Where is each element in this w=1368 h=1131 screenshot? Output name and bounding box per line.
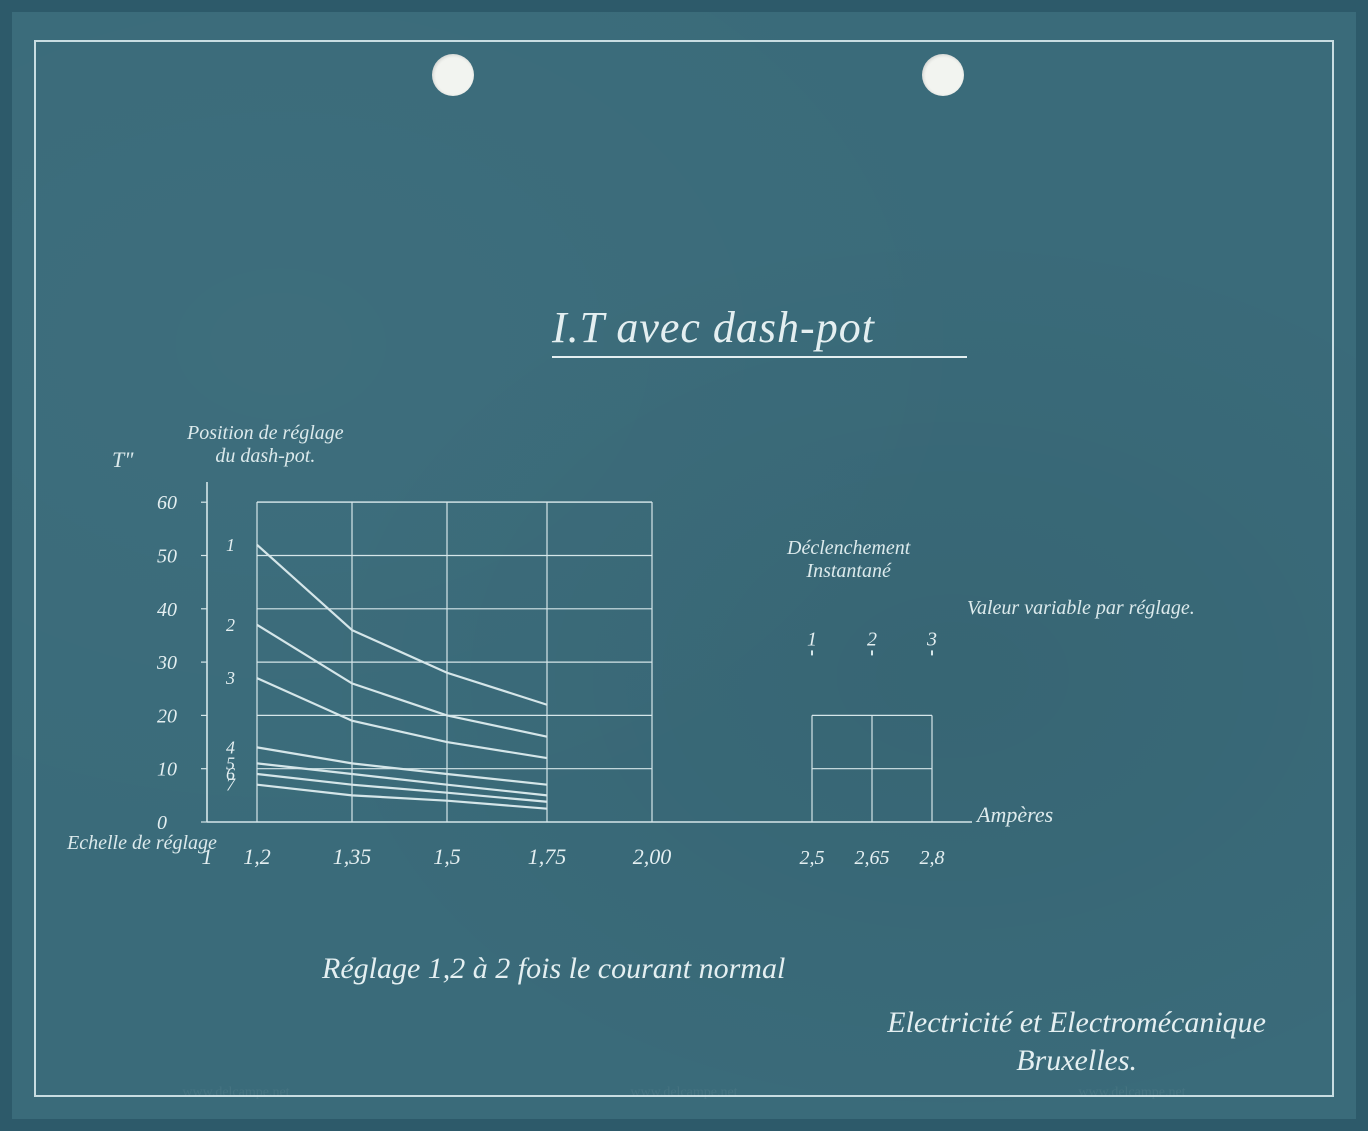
svg-text:2: 2 (867, 628, 877, 650)
svg-text:30: 30 (156, 652, 177, 674)
footer-credit: Electricité et Electromécanique Bruxelle… (887, 1004, 1266, 1079)
svg-text:2,00: 2,00 (633, 844, 672, 869)
svg-text:10: 10 (157, 759, 177, 781)
svg-text:2,5: 2,5 (800, 847, 825, 869)
svg-text:1,5: 1,5 (433, 844, 461, 869)
svg-text:1,75: 1,75 (528, 844, 567, 869)
svg-text:7: 7 (226, 775, 236, 795)
svg-text:1,35: 1,35 (333, 844, 372, 869)
svg-text:2,8: 2,8 (920, 847, 945, 869)
svg-text:40: 40 (157, 599, 177, 621)
chart-caption: Réglage 1,2 à 2 fois le courant normal (322, 952, 785, 986)
wm-3: www.delcampe.net (1078, 1085, 1185, 1101)
svg-text:1: 1 (202, 844, 213, 869)
wm-1: www.delcampe.net (182, 1085, 289, 1101)
wm-2: www.delcampe.net (630, 1085, 737, 1101)
svg-text:60: 60 (157, 492, 177, 514)
svg-text:2,65: 2,65 (855, 847, 890, 869)
svg-text:50: 50 (157, 546, 177, 568)
footer-line-1: Electricité et Electromécanique (887, 1006, 1266, 1039)
blueprint-paper: I.T avec dash-pot T" Position de réglage… (12, 12, 1356, 1119)
svg-text:1,2: 1,2 (243, 844, 271, 869)
svg-text:1: 1 (807, 628, 817, 650)
svg-text:1: 1 (226, 535, 235, 555)
svg-text:2: 2 (226, 615, 235, 635)
svg-text:20: 20 (157, 705, 177, 727)
svg-text:3: 3 (926, 628, 937, 650)
footer-line-2: Bruxelles. (1016, 1044, 1137, 1077)
watermark-row: www.delcampe.net www.delcampe.net www.de… (12, 1085, 1356, 1101)
svg-text:0: 0 (157, 812, 167, 834)
svg-text:3: 3 (225, 668, 235, 688)
